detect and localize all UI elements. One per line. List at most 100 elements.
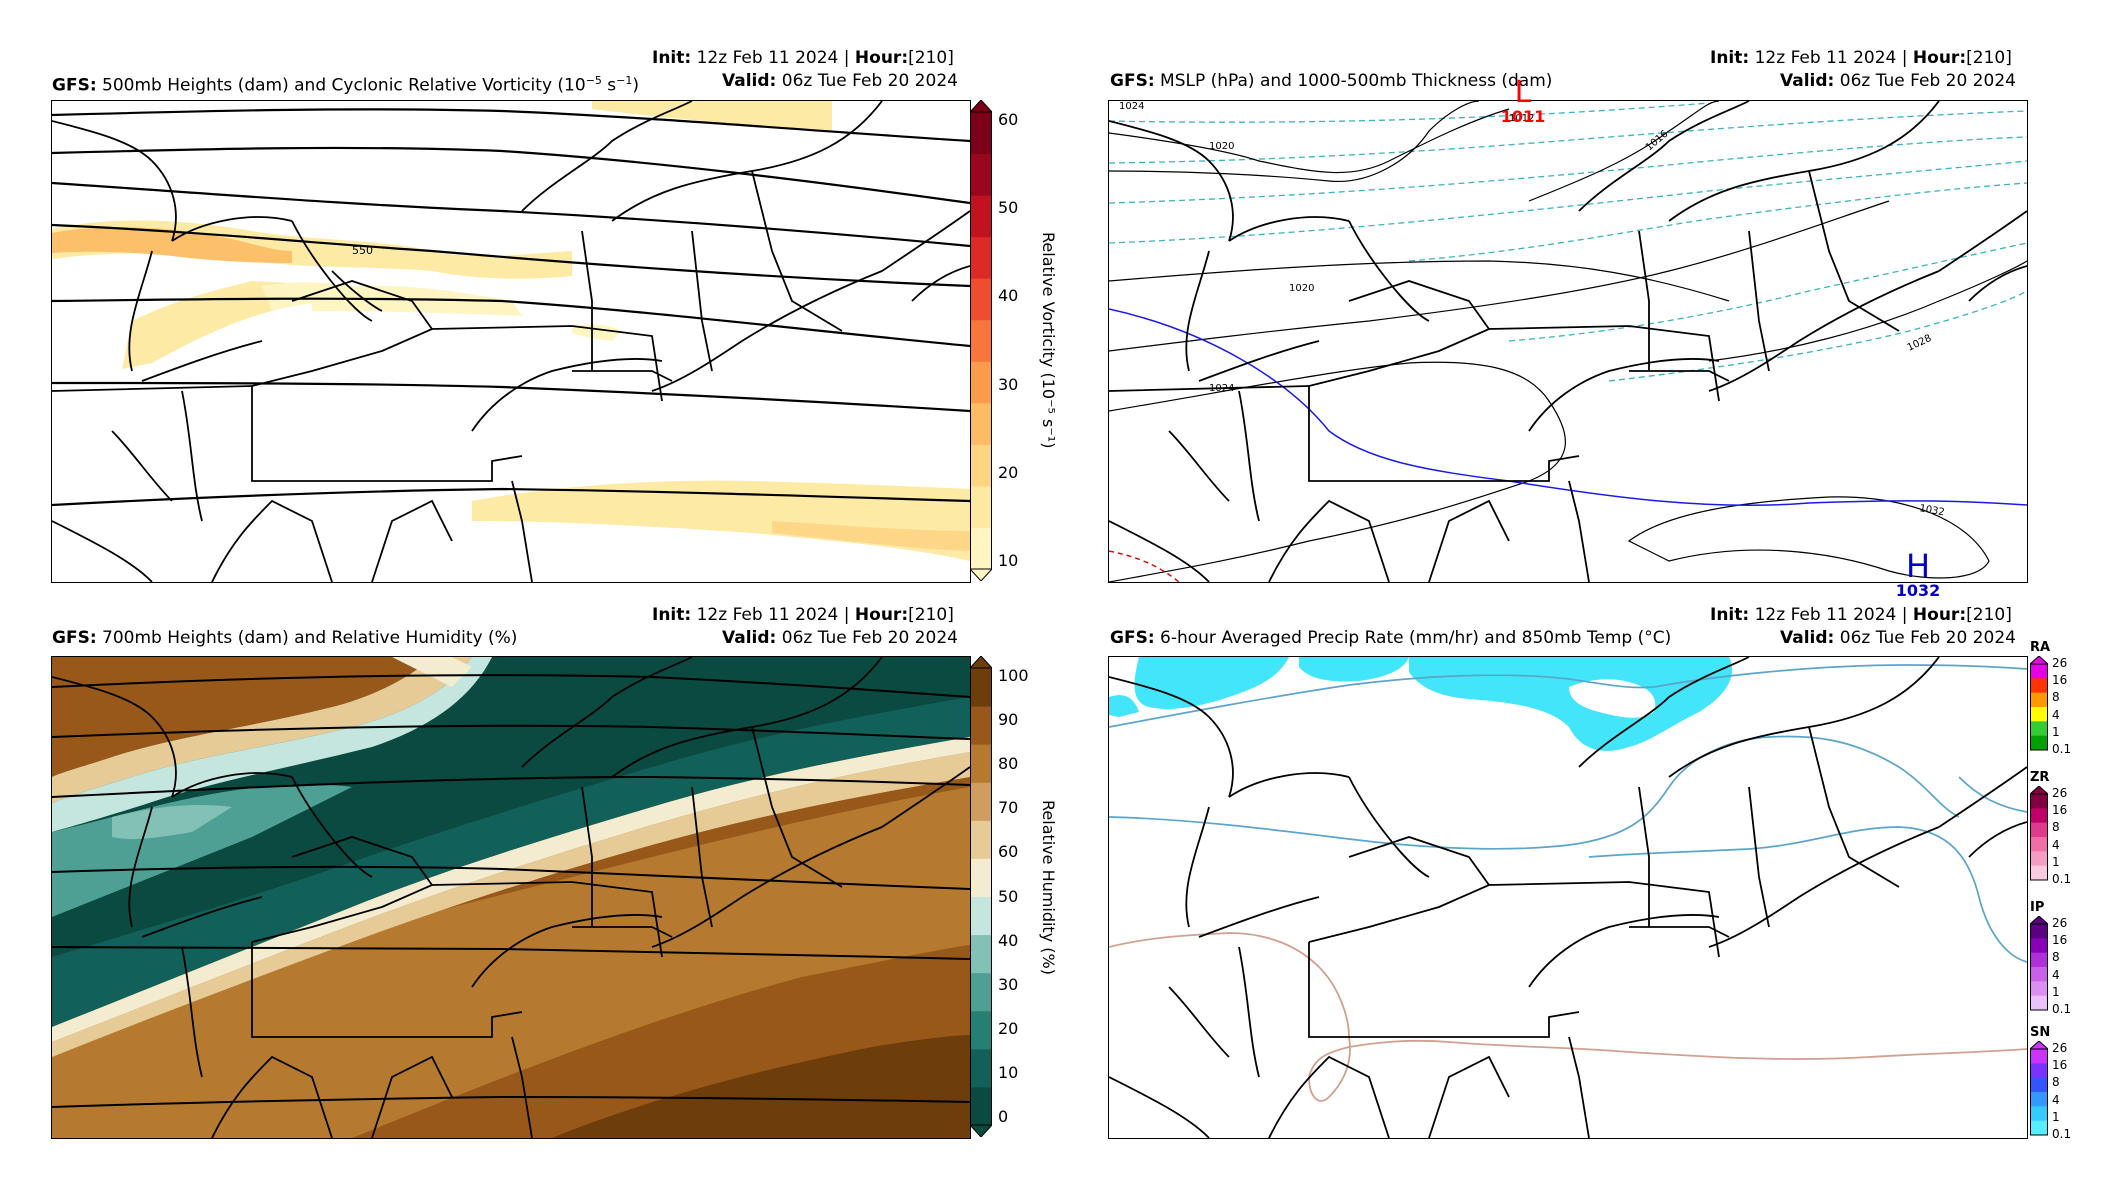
map-500mb: 550 [51, 100, 971, 583]
precip-legend-tick: 4 [2052, 707, 2060, 722]
panel-title: GFS: 500mb Heights (dam) and Cyclonic Re… [52, 74, 640, 96]
init-line: Init: 12z Feb 11 2024 | Hour:[210] [1710, 48, 2012, 68]
colorbar-swatch [970, 1048, 992, 1088]
svg-text:1028: 1028 [1906, 333, 1934, 354]
colorbar-tick-label: 100 [998, 666, 1029, 685]
low-pressure-marker: L 1011 [1500, 75, 1546, 126]
precip-legend-tick: 1 [2052, 854, 2060, 869]
colorbar-swatch [970, 236, 992, 279]
precip-legend-swatch [2030, 938, 2048, 954]
svg-text:1020: 1020 [1289, 283, 1314, 294]
isobar-labels: 1024 1020 1012 1016 1020 1024 1028 1032 [1119, 101, 1945, 518]
precip-legend-tick: 8 [2052, 820, 2060, 835]
svg-text:1024: 1024 [1119, 101, 1144, 112]
precip-legend-swatch [2030, 1049, 2048, 1064]
precip-legend-tick: 1 [2052, 984, 2060, 999]
boundaries [1109, 657, 2027, 1138]
precip-legend-tick: 0.1 [2052, 1002, 2072, 1016]
vorticity-colorbar-label: Relative Vorticity (10⁻⁵ s⁻¹) [1039, 232, 1058, 449]
boundaries [52, 657, 970, 1138]
temp-contour-warm [1109, 932, 2027, 1102]
precip-legend-swatch [2030, 995, 2048, 1011]
colorbar-tick-label: 20 [998, 462, 1019, 482]
precip-legend-swatch [2030, 952, 2048, 968]
colorbar-swatch [970, 858, 992, 897]
colorbar-swatch [970, 278, 992, 321]
precip-legend-tick: 1 [2052, 1109, 2060, 1124]
precip-legend-tick: 0.1 [2052, 872, 2072, 886]
precip-legend-tick: 26 [2052, 1041, 2068, 1055]
precip-legend-swatch [2030, 794, 2048, 809]
colorbar-swatch [970, 485, 992, 528]
colorbar-swatch [970, 896, 992, 936]
colorbar-tick-label: 80 [998, 754, 1019, 774]
snow-area [1109, 657, 1733, 751]
vorticity-colorbar [968, 99, 994, 582]
colorbar-extend-top [968, 99, 994, 113]
precip-legend-tick: 8 [2052, 1075, 2060, 1090]
colorbar-tick-label: 70 [998, 798, 1019, 818]
colorbar-tick-label: 20 [998, 1018, 1019, 1038]
precip-legend-tick: 16 [2052, 1058, 2068, 1073]
map-precip [1108, 656, 2028, 1139]
panel-title: GFS: 6-hour Averaged Precip Rate (mm/hr)… [1110, 628, 1672, 648]
precip-legend-tick: 1 [2052, 724, 2060, 739]
red-dashed-line [1109, 550, 1180, 582]
colorbar-tick-label: 30 [998, 974, 1019, 994]
precip-legend-tick: 16 [2052, 933, 2068, 948]
valid-line: Valid: 06z Tue Feb 20 2024 [1780, 628, 2016, 648]
precip-legend-bar [2028, 915, 2050, 1016]
init-line: Init: 12z Feb 11 2024 | Hour:[210] [652, 605, 954, 625]
precip-legend-swatch [2030, 1106, 2048, 1122]
height-contours [52, 674, 970, 1108]
blue-front [1109, 308, 2027, 507]
high-pressure-marker: H 1032 [1895, 547, 1941, 600]
valid-line: Valid: 06z Tue Feb 20 2024 [1780, 71, 2016, 91]
boundaries [1109, 101, 2027, 582]
precip-legend-swatch [2030, 707, 2048, 722]
precip-legend-label: RA [2030, 640, 2051, 655]
temp-contours-cold [1109, 664, 2027, 963]
colorbar-tick-label: 90 [998, 710, 1019, 730]
colorbar-swatch [970, 402, 992, 445]
init-line: Init: 12z Feb 11 2024 | Hour:[210] [1710, 605, 2012, 625]
precip-legend-swatch [2030, 865, 2048, 881]
precip-legend-tick: 26 [2052, 786, 2068, 800]
colorbar-swatch [970, 782, 992, 821]
panel-title: GFS: 700mb Heights (dam) and Relative Hu… [52, 628, 518, 648]
colorbar-swatch [970, 319, 992, 362]
precip-legend-tick: 16 [2052, 673, 2068, 688]
precip-legend-swatch [2030, 1120, 2048, 1136]
colorbar-swatch [970, 934, 992, 974]
colorbar-swatch [970, 195, 992, 238]
precip-legend-label: IP [2030, 900, 2045, 915]
colorbar-extend-top [968, 655, 994, 669]
colorbar-swatch [970, 1010, 992, 1050]
precip-legend-bar [2028, 655, 2050, 756]
svg-text:1016: 1016 [1644, 129, 1671, 154]
colorbar-swatch [970, 706, 992, 745]
rh-colorbar [968, 655, 994, 1138]
svg-text:1020: 1020 [1209, 141, 1234, 152]
precip-legend-tick: 4 [2052, 967, 2060, 982]
precip-legend-tick: 26 [2052, 916, 2068, 930]
colorbar-tick-label: 50 [998, 198, 1019, 218]
init-line: Init: 12z Feb 11 2024 | Hour:[210] [652, 48, 954, 68]
precip-legend-tick: 4 [2052, 1092, 2060, 1107]
precip-legend-swatch [2030, 1092, 2048, 1107]
colorbar-tick-label: 50 [998, 886, 1019, 906]
colorbar-tick-label: 30 [998, 374, 1019, 394]
colorbar-swatch [970, 820, 992, 859]
precip-legend-swatch [2030, 981, 2048, 997]
colorbar-swatch [970, 112, 992, 155]
precip-legend-tick: 0.1 [2052, 742, 2072, 756]
boundaries [52, 101, 970, 582]
precip-legend-swatch [2030, 822, 2048, 838]
svg-text:1012: 1012 [1509, 113, 1534, 124]
colorbar-tick-label: 10 [998, 1062, 1019, 1082]
colorbar-swatch [970, 361, 992, 404]
colorbar-swatch [970, 444, 992, 487]
precip-legend-tick: 8 [2052, 950, 2060, 965]
precip-legend-swatch [2030, 967, 2048, 982]
precip-legend-swatch [2030, 678, 2048, 694]
